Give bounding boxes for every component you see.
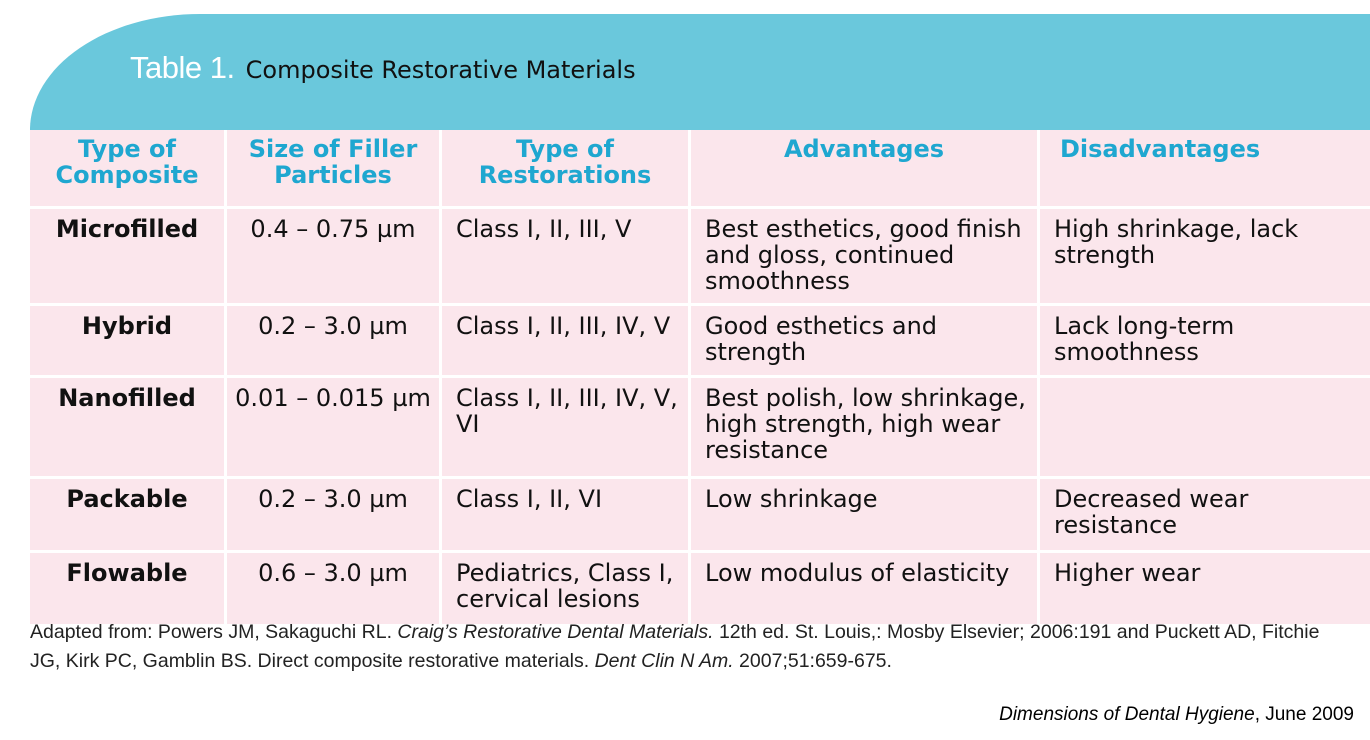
footnote-journal: Dent Clin N Am. [594, 650, 734, 672]
table-title-text: Composite Restorative Materials [245, 56, 636, 84]
row-hybrid-type: Hybrid [30, 306, 224, 375]
credit-publication: Dimensions of Dental Hygiene [999, 704, 1255, 725]
row-hybrid-advantages: Good esthetics and strength [691, 306, 1037, 375]
column-header-disadvantages: Disadvantages [1040, 130, 1370, 206]
row-microfilled-disadvantages: High shrinkage, lack strength [1040, 209, 1370, 303]
row-microfilled-type: Microfilled [30, 209, 224, 303]
row-microfilled-size: 0.4 – 0.75 µm [227, 209, 439, 303]
row-nanofilled-advantages: Best polish, low shrinkage, high strengt… [691, 378, 1037, 476]
row-nanofilled-size: 0.01 – 0.015 µm [227, 378, 439, 476]
row-hybrid-disadvantages: Lack long-term smoothness [1040, 306, 1370, 375]
table-title: Table 1. Composite Restorative Materials [130, 50, 636, 86]
row-packable-size: 0.2 – 3.0 µm [227, 479, 439, 550]
row-packable-advantages: Low shrinkage [691, 479, 1037, 550]
row-flowable-restorations: Pediatrics, Class I, cervical lesions [442, 553, 688, 624]
source-footnote: Adapted from: Powers JM, Sakaguchi RL. C… [30, 618, 1350, 676]
column-header-filler-size: Size of Filler Particles [227, 130, 439, 206]
row-nanofilled-disadvantages [1040, 378, 1370, 476]
credit-date: , June 2009 [1254, 704, 1354, 725]
row-nanofilled-restorations: Class I, II, III, IV, V, VI [442, 378, 688, 476]
row-nanofilled-type: Nanofilled [30, 378, 224, 476]
row-flowable-type: Flowable [30, 553, 224, 624]
column-header-restorations: Type of Restorations [442, 130, 688, 206]
column-header-type: Type of Composite [30, 130, 224, 206]
row-hybrid-restorations: Class I, II, III, IV, V [442, 306, 688, 375]
row-flowable-advantages: Low modulus of elasticity [691, 553, 1037, 624]
row-microfilled-advantages: Best esthetics, good finish and gloss, c… [691, 209, 1037, 303]
footnote-book-title: Craig’s Restorative Dental Materials. [397, 621, 714, 643]
footnote-suffix: 2007;51:659-675. [733, 650, 892, 672]
row-microfilled-restorations: Class I, II, III, V [442, 209, 688, 303]
footnote-middle: 12th ed. St. Louis,: Mosby Elsevier; 200… [30, 621, 1320, 672]
row-flowable-disadvantages: Higher wear [1040, 553, 1370, 624]
row-packable-type: Packable [30, 479, 224, 550]
row-packable-disadvantages: Decreased wear resistance [1040, 479, 1370, 550]
table-number-label: Table 1. [130, 50, 235, 85]
row-hybrid-size: 0.2 – 3.0 µm [227, 306, 439, 375]
row-flowable-size: 0.6 – 3.0 µm [227, 553, 439, 624]
publication-credit: Dimensions of Dental Hygiene, June 2009 [999, 704, 1354, 726]
footnote-prefix: Adapted from: Powers JM, Sakaguchi RL. [30, 621, 398, 643]
table-title-banner: Table 1. Composite Restorative Materials [30, 14, 1370, 130]
row-packable-restorations: Class I, II, VI [442, 479, 688, 550]
composite-materials-table: Type of Composite Size of Filler Particl… [30, 130, 1370, 624]
column-header-advantages: Advantages [691, 130, 1037, 206]
